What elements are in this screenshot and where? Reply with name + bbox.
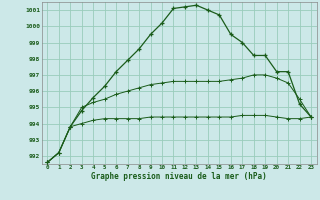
X-axis label: Graphe pression niveau de la mer (hPa): Graphe pression niveau de la mer (hPa) — [91, 172, 267, 181]
